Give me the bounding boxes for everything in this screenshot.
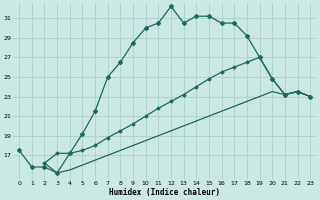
X-axis label: Humidex (Indice chaleur): Humidex (Indice chaleur) <box>109 188 220 197</box>
